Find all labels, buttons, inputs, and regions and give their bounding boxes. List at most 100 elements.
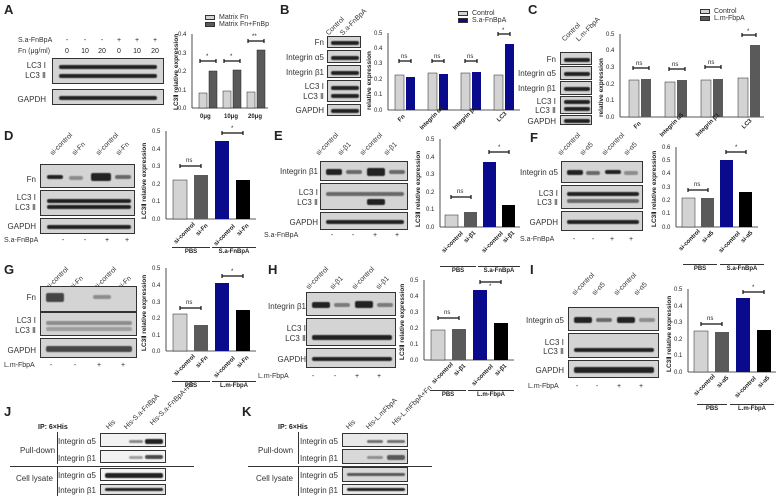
- treatment-value: +: [124, 237, 130, 244]
- blot-label: LC3 Ⅰ: [538, 189, 558, 198]
- lc3-blot: [52, 58, 164, 84]
- treatment-label: L.m-FbpA: [528, 383, 559, 390]
- svg-text:si-α5: si-α5: [740, 230, 755, 245]
- blot-label: GAPDH: [7, 346, 36, 355]
- svg-text:*: *: [231, 126, 234, 132]
- svg-text:si-control: si-control: [213, 224, 237, 248]
- divider-line: [248, 466, 432, 467]
- blot-label: GAPDH: [289, 218, 318, 227]
- svg-text:ns: ns: [444, 310, 450, 316]
- svg-text:ns: ns: [467, 54, 473, 60]
- treatment-value: +: [134, 37, 140, 44]
- lc3-blot: [320, 183, 408, 210]
- blot-label: GAPDH: [529, 218, 558, 227]
- group-label: PBS: [693, 266, 707, 272]
- bar-chart-f: LC3Ⅱ relative expression 0.0 0.1 0.2 0.3…: [650, 145, 758, 254]
- divider-line: [10, 466, 194, 467]
- gapdh-blot: [40, 218, 135, 234]
- svg-text:0.4: 0.4: [662, 171, 671, 177]
- blot-label: GAPDH: [295, 106, 324, 115]
- lane-label: si-Fn: [71, 141, 88, 157]
- gapdh-blot: [327, 104, 361, 116]
- svg-text:*: *: [206, 54, 209, 60]
- svg-text:si-Fn: si-Fn: [236, 355, 251, 370]
- svg-text:si-control: si-control: [173, 354, 197, 378]
- lc3-blot: [327, 80, 361, 102]
- lysate-a5-blot: [100, 468, 166, 481]
- svg-text:Fn: Fn: [397, 114, 407, 124]
- svg-text:ns: ns: [186, 300, 192, 306]
- svg-text:si-α5: si-α5: [716, 375, 731, 390]
- lane-label: si-control: [49, 131, 75, 157]
- svg-text:0.4: 0.4: [410, 294, 419, 300]
- group-divider: [172, 247, 210, 248]
- svg-text:si-control: si-control: [693, 374, 717, 398]
- panel-letter-g: G: [4, 262, 15, 277]
- ip-title: IP: 6×His: [38, 424, 68, 431]
- svg-text:relative expression: relative expression: [598, 58, 605, 117]
- blot-label: LC3 Ⅱ: [285, 334, 306, 343]
- lc3-blot: [40, 190, 135, 216]
- pulldown-b1-blot: [342, 449, 408, 464]
- fn-blot: [40, 164, 135, 188]
- svg-text:ns: ns: [636, 61, 642, 67]
- svg-text:0.3: 0.3: [662, 185, 671, 191]
- blot-label: Integrin α5: [58, 437, 96, 446]
- svg-text:0.0: 0.0: [674, 370, 683, 376]
- lane-label: si-α5: [633, 281, 649, 297]
- treatment-value: +: [376, 373, 382, 380]
- svg-text:LC3Ⅱ relative expression: LC3Ⅱ relative expression: [398, 284, 406, 360]
- group-divider: [468, 390, 514, 391]
- treatment-value: +: [354, 373, 360, 380]
- lysate-b1-blot: [100, 484, 166, 495]
- lane-label: si-control: [557, 131, 583, 157]
- chart-b: relative expression 0.0 0.1 0.2 0.3 0.4 …: [362, 28, 522, 135]
- blot-label: LC3 Ⅰ: [286, 324, 306, 333]
- treatment-value: -: [100, 37, 104, 44]
- svg-text:0.3: 0.3: [374, 61, 383, 67]
- group-divider: [172, 381, 210, 382]
- panel-letter-h: H: [268, 262, 278, 277]
- svg-text:0.4: 0.4: [152, 147, 161, 153]
- svg-text:ns: ns: [672, 62, 678, 68]
- panel-letter-b: B: [280, 2, 290, 17]
- bar-chart-h: LC3Ⅱ relative expression 0.0 0.1 0.2 0.3…: [398, 278, 514, 387]
- group-divider: [212, 247, 256, 248]
- svg-text:si-control: si-control: [481, 231, 505, 255]
- blot-label: LC3 Ⅰ: [16, 316, 36, 325]
- blot-label: LC3 Ⅰ: [304, 82, 324, 91]
- svg-text:0.5: 0.5: [152, 266, 161, 272]
- gapdh-blot: [40, 338, 137, 358]
- treatment-value: -: [591, 236, 595, 243]
- blot-label: LC3 Ⅱ: [535, 106, 556, 115]
- lc3-blot: [40, 312, 137, 336]
- svg-text:si-α5: si-α5: [701, 230, 716, 245]
- svg-text:0.0: 0.0: [426, 225, 435, 231]
- blot-label: GAPDH: [17, 95, 46, 104]
- lc3-blot: [561, 185, 643, 209]
- treatment-value: +: [609, 236, 615, 243]
- fn-blot: [560, 52, 592, 65]
- svg-text:0.2: 0.2: [374, 77, 383, 83]
- chart-h: LC3Ⅱ relative expression 0.0 0.1 0.2 0.3…: [396, 276, 516, 391]
- chart-g: LC3Ⅱ relative expression 0.0 0.1 0.2 0.3…: [138, 264, 258, 389]
- svg-text:ns: ns: [401, 54, 407, 60]
- section-label: Pull-down: [258, 446, 294, 455]
- treatment-value: +: [628, 236, 634, 243]
- treatment-value: +: [638, 383, 644, 390]
- svg-text:0.4: 0.4: [152, 283, 161, 289]
- svg-text:0.1: 0.1: [152, 333, 161, 339]
- blot-label: LC3 Ⅰ: [16, 193, 36, 202]
- blot-label: Integrin β1: [268, 302, 306, 311]
- svg-text:0.3: 0.3: [674, 320, 683, 326]
- svg-text:10μg: 10μg: [224, 114, 238, 120]
- ip-title: IP: 6×His: [278, 424, 308, 431]
- svg-text:LC3Ⅱ relative expression: LC3Ⅱ relative expression: [665, 296, 673, 372]
- blot-label: GAPDH: [527, 117, 556, 126]
- group-divider: [697, 404, 727, 405]
- treatment-value: -: [351, 232, 355, 239]
- bar-chart-e: LC3Ⅱ relative expression 0.0 0.1 0.2 0.3…: [414, 137, 520, 255]
- blot-label: Integrin β1: [286, 68, 324, 77]
- bracket-line: [57, 466, 58, 496]
- fn-blot: [327, 36, 361, 48]
